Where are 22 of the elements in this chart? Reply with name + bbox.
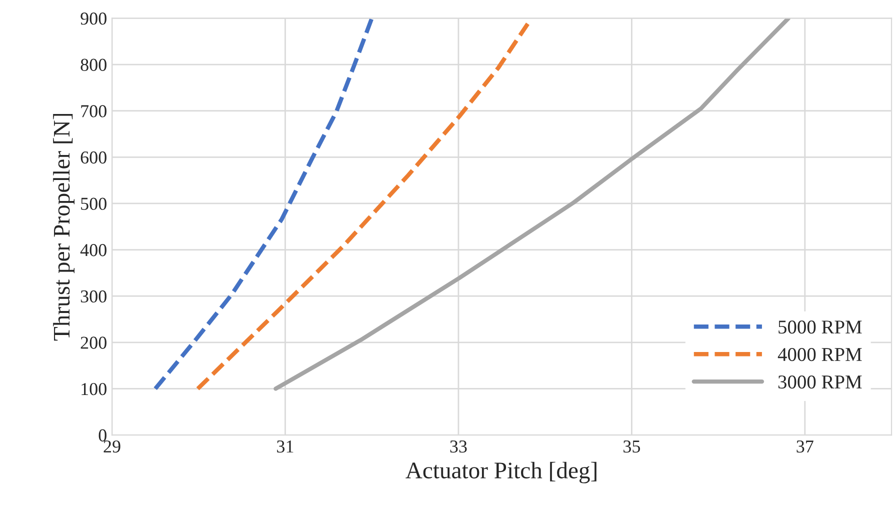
x-tick-label: 29 [104, 440, 120, 453]
y-tick-label: 300 [80, 290, 106, 303]
x-axis-title: Actuator Pitch [deg] [406, 462, 596, 484]
y-tick-label: 100 [82, 382, 106, 396]
legend-label: 5000 RPM [778, 320, 862, 334]
y-tick-label: 400 [80, 244, 106, 256]
y-tick-label: 600 [80, 151, 106, 164]
y-tick-label: 0 [98, 429, 106, 442]
legend-label: 3000 RPM [778, 375, 862, 389]
y-tick-label: 200 [80, 336, 106, 349]
x-tick-label: 35 [624, 440, 640, 453]
y-tick-label: 900 [80, 12, 106, 25]
line-series [153, 18, 374, 391]
x-tick-label: 33 [450, 440, 467, 453]
y-tick-label: 500 [81, 198, 106, 210]
x-tick-label: 31 [277, 440, 294, 453]
y-tick-label: 700 [81, 105, 106, 118]
legend-label: 4000 RPM [778, 348, 862, 362]
y-axis-title: Thrust per Propeller [N] [53, 114, 74, 341]
line-series [196, 22, 530, 391]
x-tick-label: 37 [796, 440, 814, 453]
y-tick-label: 800 [80, 58, 106, 71]
